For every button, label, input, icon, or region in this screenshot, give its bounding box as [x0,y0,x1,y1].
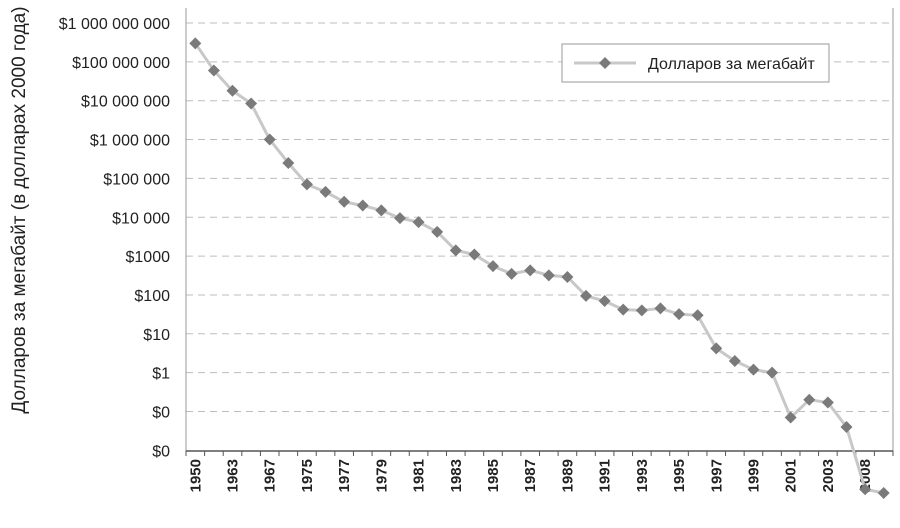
data-point [226,84,239,97]
data-point [189,37,202,50]
x-tick-label: 1981 [411,459,428,492]
x-axis-ticks: 1950 1963 1967 1975 1977 1979 1981 1983 1985 1987… [185,451,894,492]
data-point [505,267,518,280]
data-point [784,411,797,424]
data-point [617,303,630,316]
x-tick-label: 1999 [745,459,762,492]
data-point [747,363,760,376]
series [189,37,890,499]
data-point [877,486,890,499]
data-point [245,97,258,110]
x-tick-label: 1963 [225,459,242,492]
data-point [282,156,295,169]
data-point [263,133,276,146]
y-tick-label: $10 [143,327,170,344]
legend: Долларов за мегабайт [561,43,830,83]
data-point [821,396,834,409]
data-point [524,264,537,277]
data-point [356,199,369,212]
data-point [654,302,667,315]
data-point [431,225,444,238]
x-tick-label: 1993 [634,459,651,492]
data-point [338,195,351,208]
data-point [207,64,220,77]
x-tick-label: 1989 [559,459,576,492]
y-tick-label: $100 [134,288,170,305]
y-tick-label: $100 000 000 [72,55,170,72]
y-tick-label: $0 [152,443,170,460]
data-point [803,393,816,406]
data-point [859,483,872,496]
y-tick-label: $1000 [126,249,171,266]
y-tick-label: $1 [152,366,170,383]
data-point [486,260,499,273]
y-tick-label: $1 000 000 000 [59,16,170,33]
y-axis-label: Долларов за мегабайт (в долларах 2000 го… [9,6,30,413]
x-tick-label: 1977 [336,459,353,492]
series-line [194,42,885,495]
x-tick-label: 1983 [448,459,465,492]
data-point [300,178,313,191]
data-point [635,304,648,317]
data-point [580,289,593,302]
y-tick-label: $1 000 000 [90,133,170,150]
legend-label: Долларов за мегабайт [648,56,815,73]
x-tick-label: 1979 [373,459,390,492]
x-tick-label: 1967 [262,459,279,492]
x-tick-label: 1950 [187,459,204,492]
data-point [468,248,481,261]
data-point [840,420,853,433]
data-point [728,354,741,367]
data-point [710,342,723,355]
data-point [691,309,704,322]
y-tick-label: $10 000 000 [81,94,170,111]
x-tick-label: 1995 [671,459,688,492]
data-point [673,308,686,321]
y-axis-ticks: $1 000 000 000 $100 000 000 $10 000 000 $1 … [59,16,170,460]
y-tick-label: $100 000 [103,171,170,188]
x-tick-label: 1997 [708,459,725,492]
data-point [375,204,388,217]
data-point [598,294,611,307]
data-point [542,269,555,282]
x-tick-label: 1987 [522,459,539,492]
legend-marker [599,57,611,69]
data-point [412,216,425,229]
x-tick-label: 2003 [820,459,837,492]
x-tick-label: 2001 [783,459,800,492]
x-tick-label: 1985 [485,459,502,492]
data-point [561,270,574,283]
y-tick-label: $0 [152,405,170,422]
data-point [449,244,462,257]
x-tick-label: 2008 [857,459,874,492]
x-tick-label: 1991 [597,459,614,492]
x-tick-label: 1975 [299,459,316,492]
data-point [393,212,406,225]
y-tick-label: $10 000 [112,210,170,227]
data-point [319,185,332,198]
data-point [766,366,779,379]
